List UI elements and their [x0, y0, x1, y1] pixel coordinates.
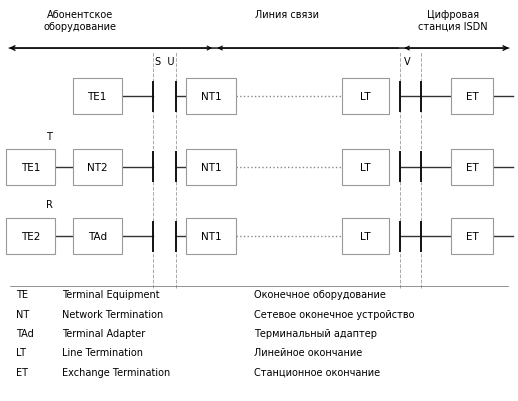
Text: ET: ET [16, 367, 27, 377]
Text: LT: LT [360, 232, 370, 241]
Text: Exchange Termination: Exchange Termination [62, 367, 170, 377]
Bar [186, 149, 236, 185]
Text: Terminal Adapter: Terminal Adapter [62, 328, 146, 338]
Text: NT2: NT2 [87, 162, 107, 172]
Text: Абонентское
оборудование: Абонентское оборудование [44, 10, 117, 32]
Text: TE1: TE1 [88, 92, 107, 102]
Bar [6, 219, 55, 255]
Bar [451, 149, 493, 185]
Bar [6, 149, 55, 185]
Text: ET: ET [466, 232, 478, 241]
Text: LT: LT [16, 348, 25, 357]
Bar [342, 149, 388, 185]
Text: Line Termination: Line Termination [62, 348, 143, 357]
Text: NT: NT [16, 309, 29, 319]
Bar [342, 79, 388, 115]
Bar [342, 219, 388, 255]
Text: LT: LT [360, 162, 370, 172]
Text: ET: ET [466, 162, 478, 172]
Text: T: T [46, 132, 51, 141]
Text: V: V [404, 57, 410, 67]
Text: Terminal Equipment: Terminal Equipment [62, 290, 160, 300]
Bar [186, 79, 236, 115]
Text: Сетевое оконечное устройство: Сетевое оконечное устройство [254, 309, 414, 319]
Text: NT1: NT1 [201, 232, 221, 241]
Bar [186, 219, 236, 255]
Text: TAd: TAd [16, 328, 33, 338]
Text: S  U: S U [155, 57, 175, 67]
Text: NT1: NT1 [201, 92, 221, 102]
Bar [451, 79, 493, 115]
Text: Цифровая
станция ISDN: Цифровая станция ISDN [419, 10, 488, 32]
Text: R: R [46, 200, 52, 209]
Text: TE: TE [16, 290, 27, 300]
Text: LT: LT [360, 92, 370, 102]
Text: TAd: TAd [88, 232, 107, 241]
Text: TE1: TE1 [21, 162, 40, 172]
Text: Терминальный адаптер: Терминальный адаптер [254, 328, 377, 338]
Bar [73, 219, 122, 255]
Text: Network Termination: Network Termination [62, 309, 163, 319]
Text: Линейное окончание: Линейное окончание [254, 348, 362, 357]
Bar [73, 149, 122, 185]
Text: Оконечное оборудование: Оконечное оборудование [254, 290, 386, 300]
Bar [451, 219, 493, 255]
Text: Станционное окончание: Станционное окончание [254, 367, 380, 377]
Bar [73, 79, 122, 115]
Text: NT1: NT1 [201, 162, 221, 172]
Text: TE2: TE2 [21, 232, 40, 241]
Text: Линия связи: Линия связи [255, 10, 320, 20]
Text: ET: ET [466, 92, 478, 102]
